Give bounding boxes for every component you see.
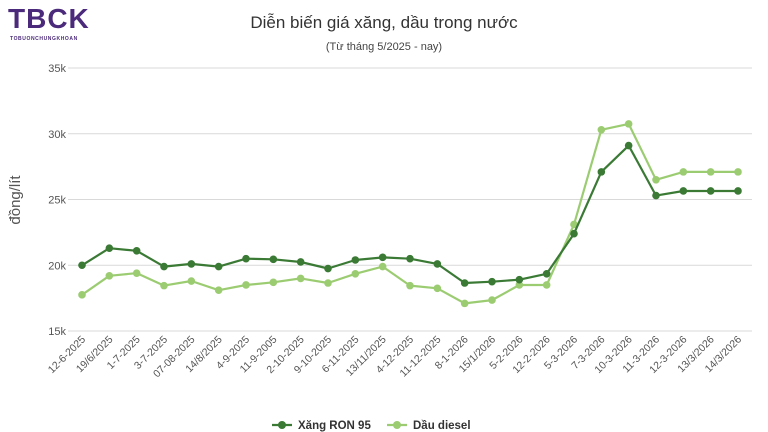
data-point xyxy=(515,275,524,284)
data-point xyxy=(597,168,606,176)
data-point xyxy=(652,191,660,200)
data-point xyxy=(624,141,633,150)
data-point xyxy=(351,256,360,264)
data-point xyxy=(570,229,578,238)
data-point xyxy=(242,281,250,289)
data-point xyxy=(406,281,414,290)
y-tick-label: 30k xyxy=(48,129,66,141)
chart-title: Diễn biến giá xăng, dầu trong nước xyxy=(250,13,518,32)
data-point xyxy=(187,277,196,285)
y-axis-label: đồng/lít xyxy=(7,175,24,225)
logo-mark: TBCK xyxy=(8,3,90,34)
series-dau-diesel xyxy=(78,120,742,308)
data-point xyxy=(324,264,332,273)
legend-marker-xang xyxy=(278,421,286,429)
data-point xyxy=(324,279,332,287)
data-point xyxy=(132,246,141,255)
data-point xyxy=(706,187,715,195)
legend-label-xang: Xăng RON 95 xyxy=(298,420,371,432)
y-tick-label: 35k xyxy=(48,63,66,75)
y-tick-label: 20k xyxy=(48,260,66,272)
series-group xyxy=(78,120,742,308)
series-line xyxy=(81,122,738,305)
legend-marker-diesel xyxy=(393,421,401,429)
y-tick-label: 15k xyxy=(48,326,66,338)
data-point xyxy=(160,281,168,290)
data-point xyxy=(542,281,551,289)
data-point xyxy=(105,244,114,252)
data-point xyxy=(515,281,524,289)
data-point xyxy=(570,220,578,229)
grid xyxy=(68,67,752,332)
data-point xyxy=(406,254,414,263)
data-point xyxy=(734,168,742,176)
data-point xyxy=(460,299,469,308)
legend-label-diesel: Dầu diesel xyxy=(413,420,471,432)
data-point xyxy=(734,187,742,195)
data-point xyxy=(269,255,278,264)
chart-subtitle: (Từ tháng 5/2025 - nay) xyxy=(326,41,442,53)
data-point xyxy=(378,253,387,262)
series-xang-ron-95 xyxy=(78,141,742,287)
data-point xyxy=(78,291,86,299)
data-point xyxy=(296,274,305,283)
data-point xyxy=(132,269,141,277)
data-point xyxy=(433,260,442,268)
data-point xyxy=(679,168,688,176)
data-point xyxy=(488,277,496,286)
data-point xyxy=(460,279,469,287)
data-point xyxy=(597,126,606,134)
data-point xyxy=(269,278,278,287)
data-point xyxy=(433,284,442,293)
data-point xyxy=(242,254,250,263)
data-point xyxy=(351,269,360,278)
data-point xyxy=(488,296,496,304)
data-point xyxy=(679,187,688,195)
y-tick-label: 25k xyxy=(48,195,66,207)
y-axis-ticks: 15k 20k 25k 30k 35k xyxy=(48,63,66,338)
data-point xyxy=(542,269,551,278)
logo-tagline: TOBUONCHUNGKHOAN xyxy=(10,36,78,42)
data-point xyxy=(296,258,305,266)
data-point xyxy=(78,261,86,270)
data-point xyxy=(652,175,660,184)
brand-logo: TBCK TOBUONCHUNGKHOAN xyxy=(8,4,108,44)
data-point xyxy=(187,260,196,268)
data-point xyxy=(706,168,715,176)
data-point xyxy=(214,262,223,271)
x-axis-ticks: 12-6-202519/6/20251-7-20253-7-202507-08-… xyxy=(46,334,744,381)
data-point xyxy=(378,262,387,271)
data-point xyxy=(105,271,114,280)
data-point xyxy=(160,262,168,271)
data-point xyxy=(214,286,223,295)
legend: Xăng RON 95 Dầu diesel xyxy=(272,420,471,432)
data-point xyxy=(624,120,633,128)
